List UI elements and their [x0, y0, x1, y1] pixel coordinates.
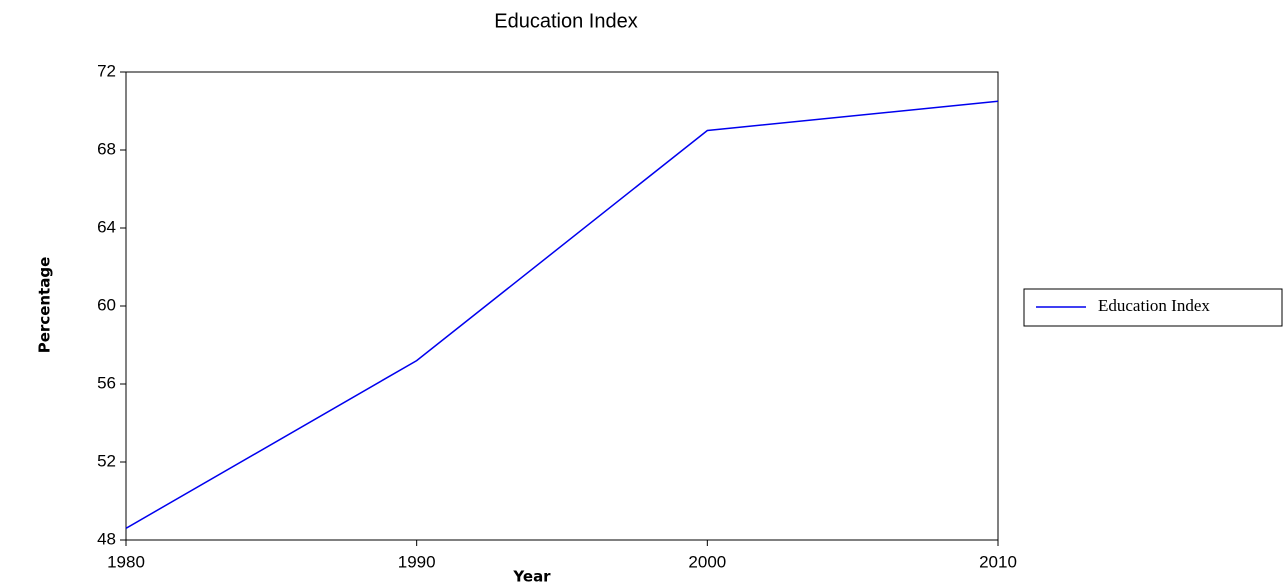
legend-label: Education Index [1098, 296, 1210, 315]
y-tick-label: 60 [97, 295, 116, 314]
y-tick-label: 48 [97, 529, 116, 548]
x-tick-label: 1980 [107, 552, 145, 571]
y-tick-label: 64 [97, 217, 116, 236]
plot-frame [125, 71, 999, 541]
x-tick-label: 2010 [979, 552, 1017, 571]
x-tick-label: 2000 [688, 552, 726, 571]
data-line [125, 100, 999, 529]
x-axis-label: Year [512, 568, 551, 586]
y-axis-label: Percentage [36, 257, 54, 354]
y-tick-label: 52 [97, 451, 116, 470]
y-tick-label: 68 [97, 139, 116, 158]
y-tick-label: 72 [97, 61, 116, 80]
chart-title: Education Index [494, 10, 637, 32]
y-tick-label: 56 [97, 373, 116, 392]
x-tick-label: 1990 [398, 552, 436, 571]
